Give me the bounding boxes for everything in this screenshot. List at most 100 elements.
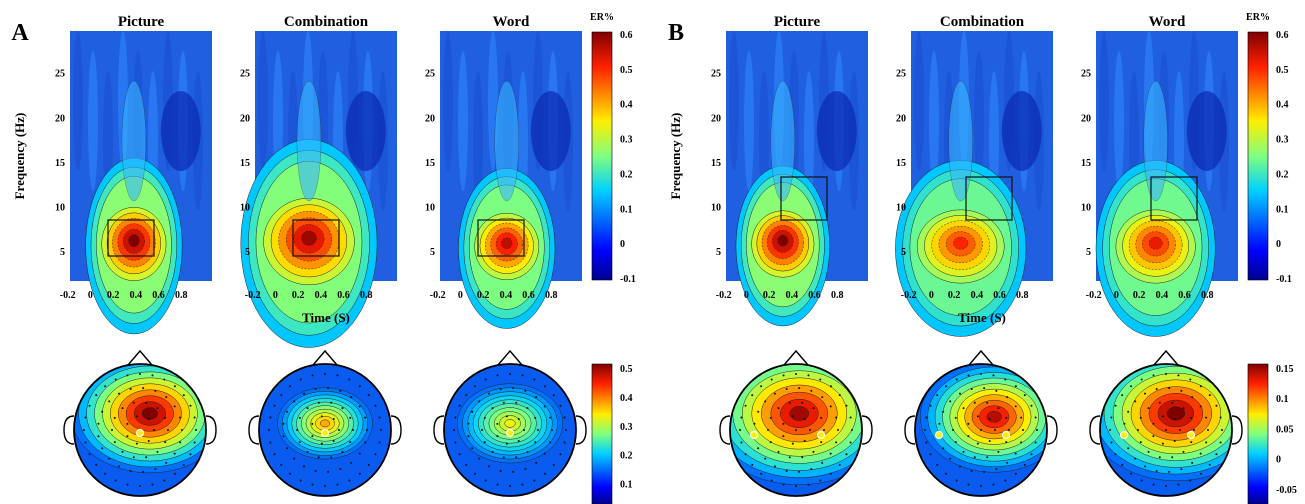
electrode (1165, 373, 1167, 375)
x-tick-label: 0 (929, 290, 934, 301)
tf-colorbar-tick: 0.2 (620, 169, 633, 180)
electrode (324, 485, 326, 487)
electrode (113, 441, 116, 444)
topo-nose (497, 349, 523, 366)
electrode (113, 416, 116, 419)
texture-streak (73, 31, 83, 171)
x-tick-label: 0 (1114, 290, 1119, 301)
topo-colorbar-tick: 0.2 (620, 451, 633, 462)
electrode (1134, 400, 1137, 403)
highlight-electrode (934, 430, 944, 440)
electrode (154, 468, 157, 471)
electrode (1190, 441, 1193, 444)
tf-colorbar-bar (591, 31, 613, 281)
electrode (374, 453, 377, 456)
topo-colorbar-tick: 0.1 (1276, 394, 1289, 405)
electrode (1020, 416, 1023, 419)
x-tick-label: 0.4 (500, 290, 513, 301)
electrode (535, 461, 538, 464)
electrode (997, 407, 1000, 410)
electrode (986, 456, 989, 459)
electrode (163, 378, 166, 381)
y-tick-label: 25 (896, 69, 906, 80)
x-tick-label: 0.2 (477, 290, 490, 301)
electrode (1171, 456, 1174, 459)
electrode (849, 441, 852, 444)
electrode (1034, 416, 1037, 419)
electrode (785, 388, 788, 391)
electrode (976, 415, 979, 418)
electrode (163, 479, 166, 482)
tf-colorbar-tick: 0.4 (1276, 100, 1289, 111)
electrode (517, 439, 520, 442)
electrode (829, 452, 832, 455)
y-tick-label: 25 (55, 69, 65, 80)
tf-colorbar: ER% 0.6 0.5 0.4 0.3 0.2 0.1 0 -0.1 (1246, 12, 1292, 285)
electrode (512, 470, 515, 473)
electrode (954, 416, 957, 419)
tf-colorbar-tick: 0.1 (620, 204, 633, 215)
electrode (534, 441, 537, 444)
electrode (165, 396, 168, 399)
x-tick-label: -0.2 (430, 290, 446, 301)
electrode (1147, 407, 1150, 410)
topo-contour (986, 411, 1002, 423)
electrode (145, 456, 148, 459)
electrode (769, 416, 772, 419)
electrode (795, 485, 797, 487)
topo-ear-right (205, 415, 217, 445)
tf-colorbar-tick: 0.5 (1276, 65, 1289, 76)
electrode (358, 385, 361, 388)
electrode (952, 429, 954, 431)
y-tick-label: 25 (240, 69, 250, 80)
electrode (838, 463, 841, 466)
tf-colorbar-tick: 0.3 (1276, 135, 1289, 146)
electrode (488, 392, 490, 395)
electrode (1199, 405, 1202, 408)
electrode (795, 429, 797, 431)
electrode (269, 416, 272, 419)
electrode (167, 429, 169, 431)
electrode (121, 450, 124, 453)
electrode (1173, 439, 1176, 442)
topo-ear-left (1089, 415, 1101, 445)
electrode (173, 405, 176, 408)
topo-picture (719, 349, 873, 497)
electrode (959, 392, 961, 395)
electrode (348, 479, 351, 482)
electrode (1023, 463, 1026, 466)
electrode (973, 456, 976, 459)
electrode (499, 388, 502, 391)
electrode (502, 456, 505, 459)
electrode (474, 385, 477, 388)
electrode (273, 453, 276, 456)
dark-patch (345, 91, 386, 171)
electrode (807, 374, 810, 377)
y-tick-label: 10 (711, 203, 721, 214)
electrode (936, 394, 939, 397)
electrode (142, 470, 145, 473)
electrode (364, 416, 367, 419)
electrode (173, 452, 176, 455)
map-title: Combination (940, 14, 1025, 30)
electrode (829, 472, 832, 475)
electrode (1155, 388, 1158, 391)
electrode (1155, 469, 1158, 472)
electrode (959, 465, 961, 468)
electrode (1165, 485, 1167, 487)
x-tick-label: 0.2 (948, 290, 961, 301)
texture-streak (729, 31, 739, 171)
electrode (782, 422, 785, 425)
topo-contour (141, 407, 159, 420)
electrode (126, 483, 129, 486)
electrode (314, 469, 317, 472)
electrode (1121, 394, 1124, 397)
electrode (559, 453, 562, 456)
electrode (350, 396, 353, 399)
electrode (820, 416, 823, 419)
electrode (121, 407, 124, 410)
electrode (533, 479, 536, 482)
x-tick-label: 0.6 (993, 290, 1006, 301)
electrode (317, 401, 320, 404)
x-tick-label: 0 (458, 290, 463, 301)
